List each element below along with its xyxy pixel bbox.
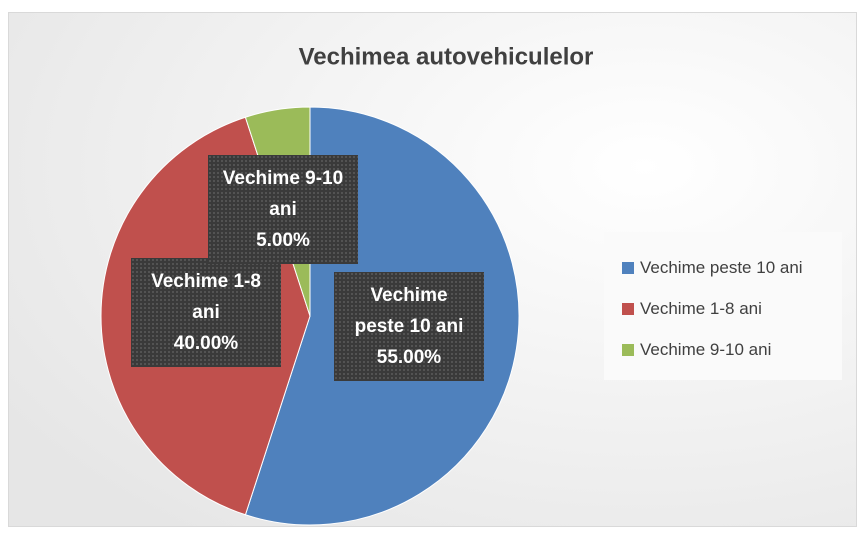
- data-label-name: Vechime 9-10 ani: [222, 168, 344, 220]
- data-label: Vechime peste 10 ani 55.00%: [334, 272, 484, 381]
- legend-label: Vechime 1-8 ani: [640, 299, 762, 318]
- data-label-name: Vechime 1-8 ani: [151, 271, 261, 323]
- legend-swatch: [622, 262, 634, 274]
- legend-item: Vechime 1-8 ani: [622, 299, 762, 319]
- legend: Vechime peste 10 ani Vechime 1-8 ani Vechi…: [604, 232, 842, 380]
- legend-swatch: [622, 303, 634, 315]
- legend-swatch: [622, 344, 634, 356]
- data-label-value: 40.00%: [173, 333, 239, 354]
- data-label-name: Vechime peste 10 ani: [354, 285, 464, 337]
- legend-label: Vechime 9-10 ani: [640, 340, 772, 359]
- data-label: Vechime 1-8 ani 40.00%: [131, 258, 281, 367]
- legend-item: Vechime 9-10 ani: [622, 340, 771, 360]
- data-label-value: 5.00%: [256, 230, 310, 251]
- data-label-value: 55.00%: [376, 347, 442, 368]
- data-label: Vechime 9-10 ani 5.00%: [208, 155, 358, 264]
- chart-title: Vechimea autovehiculelor: [299, 43, 594, 70]
- legend-item: Vechime peste 10 ani: [622, 258, 803, 278]
- legend-label: Vechime peste 10 ani: [640, 258, 803, 277]
